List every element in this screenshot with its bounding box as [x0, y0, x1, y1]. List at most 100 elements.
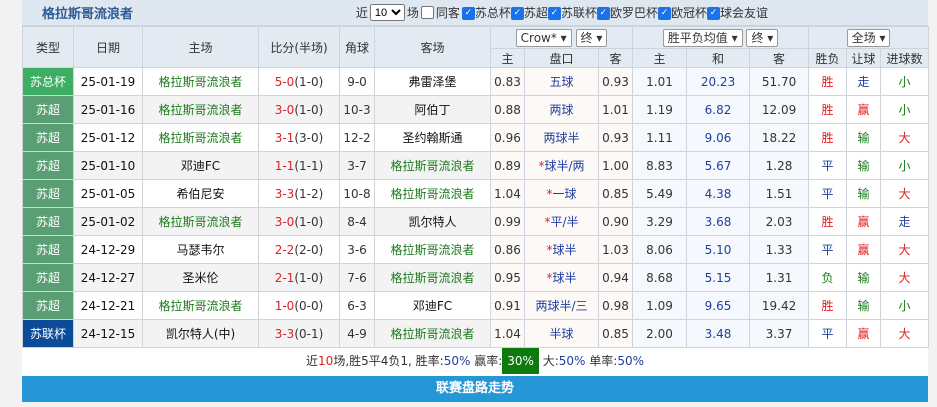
handicap-result-cell: 输	[846, 179, 882, 208]
half-time-score: (1-1)	[294, 158, 324, 173]
league-checkbox-label: 欧冠杯	[670, 6, 707, 20]
ah-line: 五球	[524, 67, 599, 96]
eu-type-value: 胜平负均值	[667, 30, 728, 45]
games-label: 场	[406, 6, 419, 20]
away-handicap-mark: *	[546, 271, 553, 285]
league-cell[interactable]: 苏超	[22, 291, 74, 320]
summary-text: 大:	[538, 354, 559, 368]
league-cell[interactable]: 苏联杯	[22, 319, 74, 348]
eu-draw-odds: 9.06	[686, 123, 751, 152]
eu-away-odds: 3.37	[749, 319, 810, 348]
corner-cell: 7-6	[339, 263, 375, 292]
eu-home-odds: 2.00	[632, 319, 688, 348]
league-checkbox-label: 苏联杯	[560, 6, 597, 20]
full-time-score: 5-0	[274, 74, 295, 89]
goals-result-cell: 小	[880, 151, 930, 180]
company-select[interactable]: Crow* ▾	[515, 28, 572, 47]
league-cell[interactable]: 苏超	[22, 179, 74, 208]
home-team[interactable]: 格拉斯哥流浪者	[142, 207, 259, 236]
home-team[interactable]: 马瑟韦尔	[142, 235, 259, 264]
summary-text: 单率:	[585, 354, 618, 368]
full-time-score: 2-2	[274, 242, 295, 257]
same-away-checkbox[interactable]	[420, 6, 434, 19]
home-team[interactable]: 邓迪FC	[142, 151, 259, 180]
home-team[interactable]: 格拉斯哥流浪者	[142, 291, 259, 320]
eu-home-odds: 8.83	[632, 151, 688, 180]
away-team[interactable]: 格拉斯哥流浪者	[374, 263, 491, 292]
ah-line-text: 球半/两	[544, 159, 585, 173]
eu-away-odds: 1.28	[749, 151, 810, 180]
score-cell: 3-3(0-1)	[258, 319, 340, 348]
scope-select[interactable]: 全场 ▾	[846, 28, 891, 47]
ah-home-odds: 0.89	[490, 151, 525, 180]
away-team[interactable]: 格拉斯哥流浪者	[374, 319, 491, 348]
away-team[interactable]: 格拉斯哥流浪者	[374, 179, 491, 208]
league-cell[interactable]: 苏超	[22, 235, 74, 264]
eu-draw-odds: 9.65	[686, 291, 751, 320]
date-cell: 25-01-16	[73, 95, 143, 124]
corner-cell: 10-8	[339, 179, 375, 208]
handicap-result-cell: 赢	[846, 207, 882, 236]
col-type: 类型	[22, 26, 74, 68]
match-row: 苏联杯 24-12-15 凯尔特人(中) 3-3(0-1) 4-9 格拉斯哥流浪者 1.04…	[22, 319, 930, 348]
league-cell[interactable]: 苏总杯	[22, 67, 74, 96]
summary: 近10场,胜5平4负1, 胜率:50% 赢率: 30% 大:50% 单率:50%	[22, 348, 928, 374]
ah-line: 两球半	[524, 123, 599, 152]
match-row: 苏超 24-12-29 马瑟韦尔 2-2(2-0) 3-6 格拉斯哥流浪者 0.86 *球半 1…	[22, 235, 930, 264]
date-cell: 25-01-02	[73, 207, 143, 236]
league-trend-bar[interactable]: 联赛盘路走势	[22, 376, 928, 402]
league-cell[interactable]: 苏超	[22, 263, 74, 292]
league-checkbox[interactable]: ✓	[596, 7, 610, 20]
away-team[interactable]: 邓迪FC	[374, 291, 491, 320]
league-cell[interactable]: 苏超	[22, 123, 74, 152]
league-checkbox[interactable]: ✓	[510, 7, 524, 20]
col-handicap: 让球	[846, 48, 882, 68]
score-cell: 1-1(1-1)	[258, 151, 340, 180]
col-ah-home: 主	[490, 48, 525, 68]
eu-draw-odds: 6.82	[686, 95, 751, 124]
home-team[interactable]: 格拉斯哥流浪者	[142, 123, 259, 152]
date-cell: 25-01-12	[73, 123, 143, 152]
score-cell: 3-3(1-2)	[258, 179, 340, 208]
home-team[interactable]: 凯尔特人(中)	[142, 319, 259, 348]
handicap-result-cell: 走	[846, 67, 882, 96]
away-team[interactable]: 格拉斯哥流浪者	[374, 151, 491, 180]
home-team[interactable]: 圣米伦	[142, 263, 259, 292]
home-team[interactable]: 格拉斯哥流浪者	[142, 67, 259, 96]
league-cell[interactable]: 苏超	[22, 95, 74, 124]
date-cell: 24-12-15	[73, 319, 143, 348]
eu-away-odds: 1.51	[749, 179, 810, 208]
handicap-result-cell: 输	[846, 291, 882, 320]
league-checkbox[interactable]: ✓	[547, 7, 561, 20]
away-team[interactable]: 圣约翰斯通	[374, 123, 491, 152]
match-count-select[interactable]: 10	[369, 4, 405, 21]
col-home: 主场	[142, 26, 259, 68]
away-team[interactable]: 格拉斯哥流浪者	[374, 235, 491, 264]
corner-cell: 3-6	[339, 235, 375, 264]
home-team[interactable]: 格拉斯哥流浪者	[142, 95, 259, 124]
home-team[interactable]: 希伯尼安	[142, 179, 259, 208]
full-time-score: 1-1	[274, 158, 295, 173]
eu-type-select[interactable]: 胜平负均值 ▾	[662, 28, 743, 47]
goals-result-cell: 大	[880, 123, 930, 152]
away-team[interactable]: 凯尔特人	[374, 207, 491, 236]
corner-cell: 6-3	[339, 291, 375, 320]
league-cell[interactable]: 苏超	[22, 151, 74, 180]
handicap-result-cell: 赢	[846, 319, 882, 348]
match-row: 苏超 25-01-02 格拉斯哥流浪者 3-0(1-0) 8-4 凯尔特人 0.99 *平/半…	[22, 207, 930, 236]
eu-stage-select[interactable]: 终 ▾	[746, 28, 779, 47]
scope-select-cell: 全场 ▾	[808, 26, 930, 49]
date-cell: 25-01-19	[73, 67, 143, 96]
league-cell[interactable]: 苏超	[22, 207, 74, 236]
league-checkbox[interactable]: ✓	[461, 7, 475, 20]
away-team[interactable]: 弗雷泽堡	[374, 67, 491, 96]
match-row: 苏超 25-01-16 格拉斯哥流浪者 3-0(1-0) 10-3 阿伯丁 0.88 两球 1.…	[22, 95, 930, 124]
league-checkbox[interactable]: ✓	[706, 7, 720, 20]
full-time-score: 1-0	[274, 298, 295, 313]
away-team[interactable]: 阿伯丁	[374, 95, 491, 124]
result-cell: 平	[808, 179, 848, 208]
league-checkbox[interactable]: ✓	[657, 7, 671, 20]
score-cell: 3-0(1-0)	[258, 207, 340, 236]
eu-draw-odds: 20.23	[686, 67, 751, 96]
ah-stage-select[interactable]: 终 ▾	[575, 28, 608, 47]
